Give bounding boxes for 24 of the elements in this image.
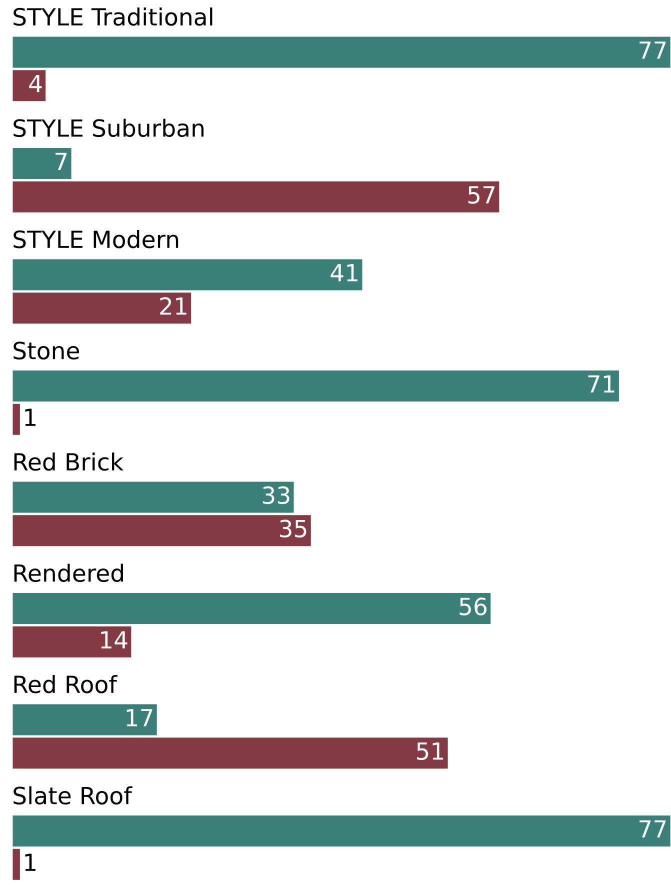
data-label: 35 [280,520,306,538]
y-tick-label: STYLE Suburban [14,118,204,138]
data-label: 57 [468,186,495,204]
data-label: 1 [25,408,36,426]
data-label: 14 [101,631,128,648]
data-label: 56 [460,598,487,616]
y-tick-label: STYLE Traditional [14,7,212,26]
data-label: 77 [640,820,666,838]
y-tick-label: Slate Roof [14,786,132,805]
y-tick-label: Stone [14,342,80,360]
data-label: 1 [25,854,36,871]
y-tick-label: Red Roof [14,674,118,694]
data-label: 51 [416,742,444,760]
data-label: 17 [126,709,152,726]
y-tick-label: Red Brick [14,452,124,471]
data-label: 33 [262,486,290,504]
data-label: 21 [160,297,186,315]
y-tick-label: Rendered [14,564,123,582]
y-tick-label: STYLE Modern [14,230,178,248]
data-label: 77 [640,42,666,59]
data-label: 4 [29,74,42,92]
data-label: 7 [56,152,67,170]
data-label: 71 [588,375,614,393]
data-label: 41 [330,264,358,282]
